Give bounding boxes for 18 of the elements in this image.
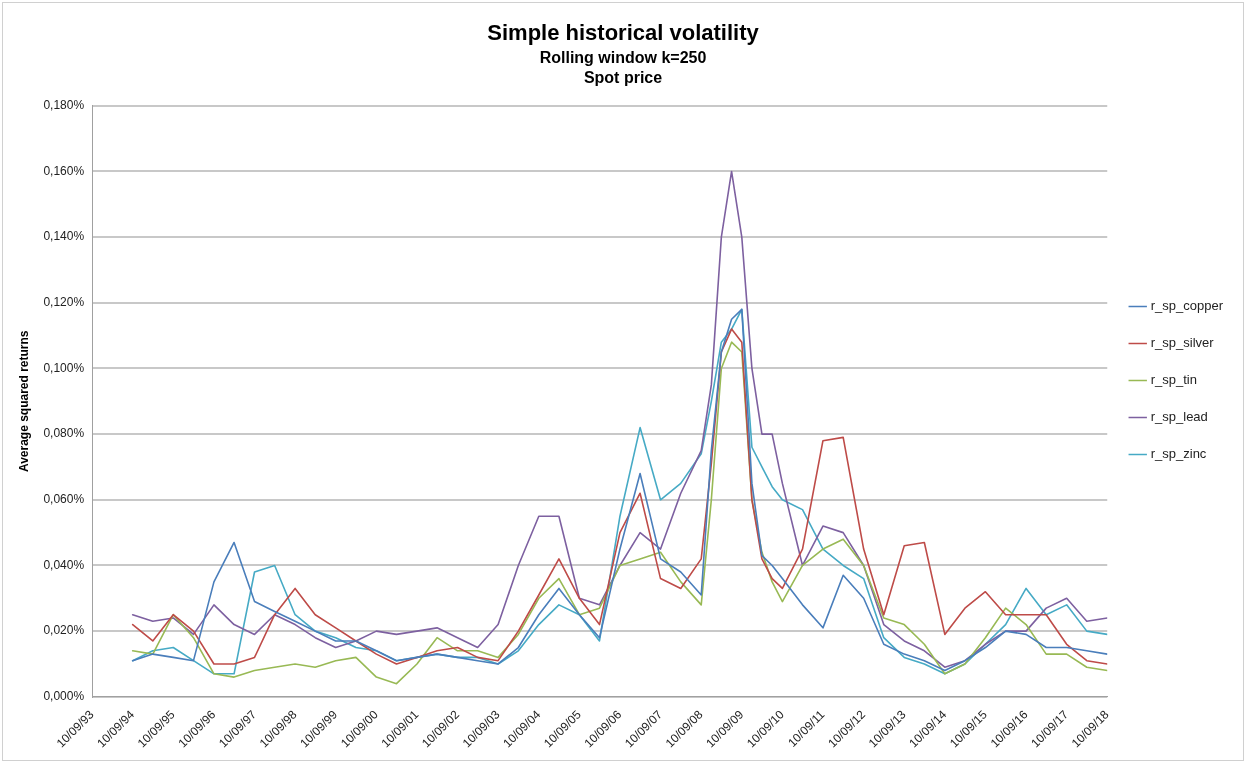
y-tick-label: 0,160%: [43, 163, 85, 178]
legend-label: r_sp_silver: [1150, 335, 1215, 351]
chart-subtitle: Rolling window k=250 Spot price: [539, 49, 707, 86]
y-tick-label: 0,120%: [43, 295, 85, 310]
y-tick-label: 0,000%: [43, 689, 85, 704]
y-tick-label: 0,060%: [43, 492, 85, 507]
chart-title: Simple historical volatility: [487, 20, 760, 46]
legend-label: r_sp_lead: [1150, 409, 1208, 425]
y-tick-label: 0,020%: [43, 623, 85, 638]
legend-label: r_sp_copper: [1150, 298, 1224, 314]
y-axis-title: Average squared returns: [16, 330, 31, 473]
y-tick-label: 0,040%: [43, 557, 85, 572]
y-tick-label: 0,180%: [43, 98, 85, 113]
legend-label: r_sp_tin: [1150, 372, 1197, 388]
y-tick-label: 0,140%: [43, 229, 85, 244]
legend-label: r_sp_zinc: [1150, 446, 1207, 462]
y-tick-label: 0,080%: [43, 426, 85, 441]
y-tick-label: 0,100%: [43, 360, 85, 375]
